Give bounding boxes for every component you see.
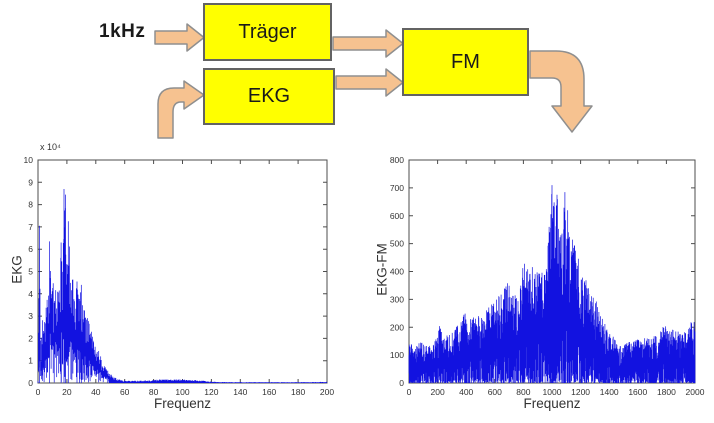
diagram-arrows xyxy=(154,23,593,139)
fm-block-label: FM xyxy=(451,50,480,73)
svg-text:2: 2 xyxy=(28,333,33,343)
ekg-input-curved-arrow xyxy=(157,80,205,139)
svg-text:8: 8 xyxy=(28,200,33,210)
svg-text:600: 600 xyxy=(488,387,502,397)
svg-text:60: 60 xyxy=(120,387,130,397)
input-to-traeger-arrow xyxy=(154,23,205,52)
svg-text:1600: 1600 xyxy=(628,387,647,397)
svg-text:400: 400 xyxy=(390,267,404,277)
ekg-spectrum-chart: 0 20 40 60 80 100 120 140 160 180 200 0 1 2 3 4 5 6 7 8 9 10 xyxy=(24,155,335,397)
traeger-block-label: Träger xyxy=(238,20,297,43)
svg-text:200: 200 xyxy=(390,322,404,332)
traeger-to-fm-arrow xyxy=(332,29,404,58)
input-frequency-label: 1kHz xyxy=(99,21,146,42)
ekg-to-fm-arrow xyxy=(335,68,404,97)
svg-text:200: 200 xyxy=(431,387,445,397)
svg-text:1400: 1400 xyxy=(600,387,619,397)
ekg-fm-chart-x-axis-label: Frequenz xyxy=(523,396,581,411)
svg-text:10: 10 xyxy=(24,155,34,165)
svg-text:20: 20 xyxy=(62,387,72,397)
traeger-block: Träger xyxy=(203,3,332,61)
svg-text:180: 180 xyxy=(291,387,305,397)
ekg-chart-x-axis-label: Frequenz xyxy=(153,396,212,411)
svg-text:400: 400 xyxy=(459,387,473,397)
svg-text:80: 80 xyxy=(149,387,159,397)
svg-text:800: 800 xyxy=(390,155,404,165)
fm-block: FM xyxy=(402,28,529,96)
svg-text:1000: 1000 xyxy=(543,387,562,397)
svg-text:0: 0 xyxy=(399,378,404,388)
svg-text:9: 9 xyxy=(28,177,33,187)
svg-text:0: 0 xyxy=(407,387,412,397)
svg-text:4: 4 xyxy=(28,289,33,299)
svg-text:200: 200 xyxy=(320,387,334,397)
svg-text:7: 7 xyxy=(28,222,33,232)
svg-text:700: 700 xyxy=(390,183,404,193)
svg-text:500: 500 xyxy=(390,239,404,249)
svg-text:100: 100 xyxy=(175,387,189,397)
svg-text:0: 0 xyxy=(28,378,33,388)
svg-text:800: 800 xyxy=(516,387,530,397)
svg-text:140: 140 xyxy=(233,387,247,397)
svg-text:600: 600 xyxy=(390,211,404,221)
ekg-chart-y-axis-label: EKG xyxy=(9,255,25,284)
svg-text:0: 0 xyxy=(36,387,41,397)
svg-text:100: 100 xyxy=(390,350,404,360)
svg-text:5: 5 xyxy=(28,267,33,277)
svg-text:2000: 2000 xyxy=(686,387,705,397)
svg-text:300: 300 xyxy=(390,294,404,304)
svg-text:1200: 1200 xyxy=(571,387,590,397)
svg-text:120: 120 xyxy=(204,387,218,397)
svg-text:3: 3 xyxy=(28,311,33,321)
ekg-fm-spectrum-chart: 0 200 400 600 800 1000 1200 1400 1600 1800 2000 0 10… xyxy=(390,155,705,397)
svg-text:1: 1 xyxy=(28,356,33,366)
ekg-chart-exponent-label: x 10⁴ xyxy=(40,142,61,152)
svg-text:1800: 1800 xyxy=(657,387,676,397)
svg-text:6: 6 xyxy=(28,244,33,254)
ekg-block: EKG xyxy=(203,68,335,125)
svg-text:40: 40 xyxy=(91,387,101,397)
fm-output-curved-arrow xyxy=(529,50,593,133)
svg-text:160: 160 xyxy=(262,387,276,397)
ekg-fm-chart-y-axis-label: EKG-FM xyxy=(374,243,390,296)
ekg-block-label: EKG xyxy=(247,85,291,107)
